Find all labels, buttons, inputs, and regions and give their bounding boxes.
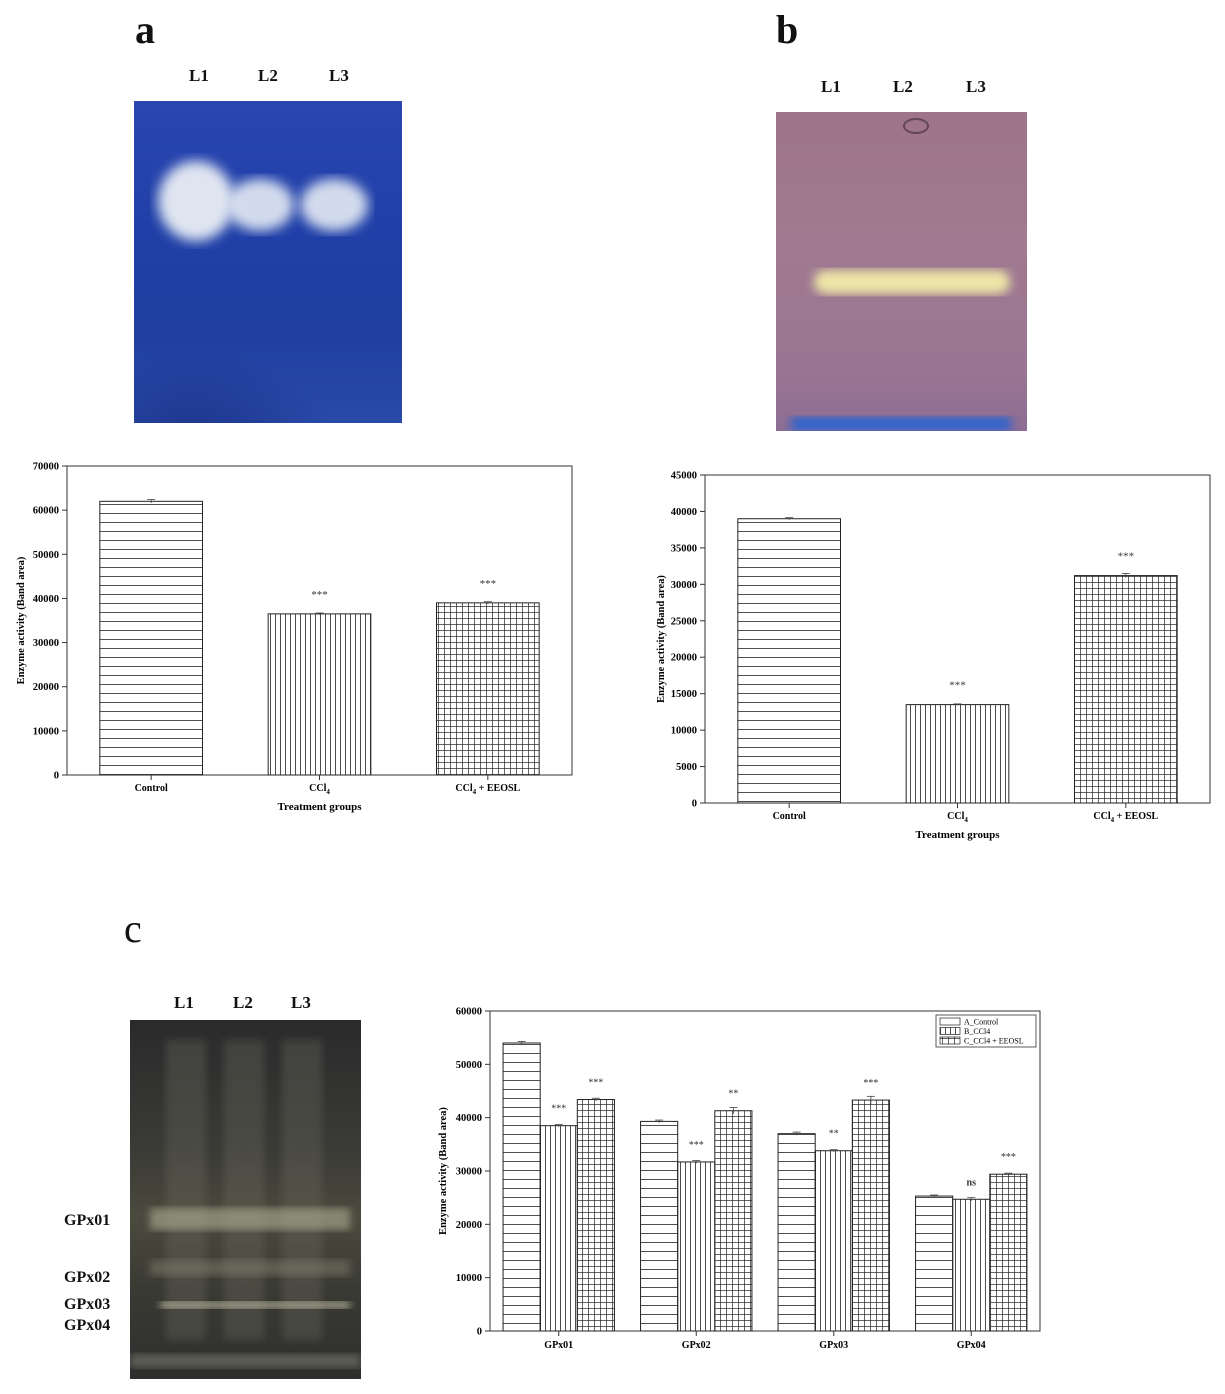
gel-image-c xyxy=(130,1020,361,1379)
chart-c-significance: ns xyxy=(967,1177,977,1188)
chart-c-legend-swatch xyxy=(939,1036,961,1045)
chart-c-bar-gpx02-series-3 xyxy=(714,1110,753,1332)
panel-letter-c: c xyxy=(124,906,142,951)
chart-a-significance: *** xyxy=(311,589,328,601)
chart-a-ytick-label: 70000 xyxy=(33,462,59,473)
chart-a-ytick-label: 60000 xyxy=(33,506,59,517)
chart-c-bar-gpx03-series-1 xyxy=(777,1133,816,1332)
chart-c-bar-gpx03-series-3 xyxy=(851,1099,890,1332)
chart-c-ytick-label: 20000 xyxy=(456,1220,482,1231)
chart-b-ytick-label: 25000 xyxy=(671,616,697,627)
chart-b-bar-ccl4-eeosl xyxy=(1073,575,1178,804)
chart-c-ytick-label: 30000 xyxy=(456,1167,482,1178)
gel-a-lane-1: L1 xyxy=(189,66,209,85)
chart-a-xtick-label: CCl4 + EEOSL xyxy=(455,783,520,796)
chart-b-significance: *** xyxy=(1118,551,1135,563)
chart-b-ytick-label: 15000 xyxy=(671,689,697,700)
chart-b-significance: *** xyxy=(949,680,966,692)
gel-b-lane-3: L3 xyxy=(966,77,986,96)
chart-c-ytick-label: 0 xyxy=(477,1327,482,1338)
chart-c-bar-gpx04-series-3 xyxy=(989,1173,1028,1332)
chart-a-bar-ccl4-eeosl xyxy=(435,602,540,776)
gel-c-lane-1: L1 xyxy=(174,993,194,1012)
chart-b-xtick-label: Control xyxy=(773,811,806,822)
chart-c-xtick-label: GPx03 xyxy=(819,1340,848,1351)
chart-b-ytick-label: 5000 xyxy=(676,762,697,773)
chart-c-significance: *** xyxy=(863,1078,878,1089)
chart-b-ytick-label: 10000 xyxy=(671,726,697,737)
gel-image-b xyxy=(776,112,1027,431)
chart-a-ytick-label: 10000 xyxy=(33,726,59,737)
chart-b-ytick-label: 30000 xyxy=(671,580,697,591)
gel-c-lane-3: L3 xyxy=(291,993,311,1012)
chart-b-xtick-label: CCl4 + EEOSL xyxy=(1093,811,1158,824)
chart-c-significance: *** xyxy=(1001,1152,1016,1163)
chart-c-bar-gpx01-series-2 xyxy=(539,1125,578,1332)
chart-b-ytick-label: 45000 xyxy=(671,471,697,482)
chart-c-significance: *** xyxy=(689,1140,704,1151)
gel-a-lane-3: L3 xyxy=(329,66,349,85)
chart-c-bar-gpx01-series-3 xyxy=(576,1099,615,1332)
chart-c-significance: ** xyxy=(728,1089,738,1100)
chart-c-ytick-label: 50000 xyxy=(456,1060,482,1071)
chart-a-significance: *** xyxy=(480,578,497,590)
chart-b-ytick-label: 20000 xyxy=(671,653,697,664)
chart-c-bar-gpx04-series-2 xyxy=(952,1198,991,1332)
chart-a-ytick-label: 0 xyxy=(54,771,59,782)
chart-b-xlabel: Treatment groups xyxy=(915,829,1000,841)
chart-a-xtick-label: CCl4 xyxy=(309,783,330,796)
chart-c-bar-gpx01-series-1 xyxy=(502,1042,541,1332)
chart-a-bar-control xyxy=(99,500,204,776)
gel-b-lane-1: L1 xyxy=(821,77,841,96)
gpx-band-label-2: GPx02 xyxy=(64,1269,111,1286)
chart-c-ytick-label: 40000 xyxy=(456,1113,482,1124)
chart-c-xtick-label: GPx01 xyxy=(544,1340,573,1351)
gpx-band-label-4: GPx04 xyxy=(64,1317,111,1334)
chart-c-legend-swatch xyxy=(939,1017,961,1026)
chart-a-xlabel: Treatment groups xyxy=(277,801,362,813)
gpx-band-label-3: GPx03 xyxy=(64,1296,111,1313)
chart-c-bar-gpx02-series-1 xyxy=(640,1120,679,1332)
chart-b-ylabel: Enzyme activity (Band area) xyxy=(656,575,667,703)
chart-b-bar-ccl4 xyxy=(905,704,1010,804)
chart-a-ytick-label: 30000 xyxy=(33,638,59,649)
chart-a-ytick-label: 20000 xyxy=(33,682,59,693)
chart-c-ytick-label: 60000 xyxy=(456,1007,482,1018)
chart-c-xtick-label: GPx04 xyxy=(957,1340,986,1351)
chart-c-bar-gpx04-series-1 xyxy=(915,1195,954,1332)
chart-c-legend-label: A_Control xyxy=(964,1018,999,1027)
chart-b-ytick-label: 0 xyxy=(692,799,697,810)
chart-c-legend-label: C_CCl4 + EEOSL xyxy=(964,1037,1024,1046)
chart-c-ylabel: Enzyme activity (Band area) xyxy=(438,1107,449,1235)
gel-b-lane-2: L2 xyxy=(893,77,913,96)
chart-c-bar-gpx02-series-2 xyxy=(677,1161,716,1332)
gpx-band-label-1: GPx01 xyxy=(64,1212,111,1229)
chart-c-bar-gpx03-series-2 xyxy=(814,1150,853,1332)
panel-letter-b: b xyxy=(776,7,799,52)
chart-a-ylabel: Enzyme activity (Band area) xyxy=(16,556,27,684)
panel-letter-a: a xyxy=(135,7,155,52)
chart-a-ytick-label: 50000 xyxy=(33,550,59,561)
chart-c-ytick-label: 10000 xyxy=(456,1273,482,1284)
chart-c-legend-swatch xyxy=(939,1027,961,1035)
gel-c-lane-2: L2 xyxy=(233,993,253,1012)
chart-c-significance: *** xyxy=(588,1078,603,1089)
chart-c-legend-label: B_CCl4 xyxy=(964,1027,990,1036)
chart-b-bar-control xyxy=(737,518,842,804)
chart-c-significance: *** xyxy=(551,1104,566,1115)
chart-a-xtick-label: Control xyxy=(135,783,168,794)
gel-image-a xyxy=(134,101,402,423)
chart-b-ytick-label: 35000 xyxy=(671,543,697,554)
chart-c-xtick-label: GPx02 xyxy=(682,1340,711,1351)
chart-a-ytick-label: 40000 xyxy=(33,594,59,605)
chart-b-ytick-label: 40000 xyxy=(671,507,697,518)
chart-b-xtick-label: CCl4 xyxy=(947,811,968,824)
gel-a-lane-2: L2 xyxy=(258,66,278,85)
chart-c-significance: ** xyxy=(829,1129,839,1140)
